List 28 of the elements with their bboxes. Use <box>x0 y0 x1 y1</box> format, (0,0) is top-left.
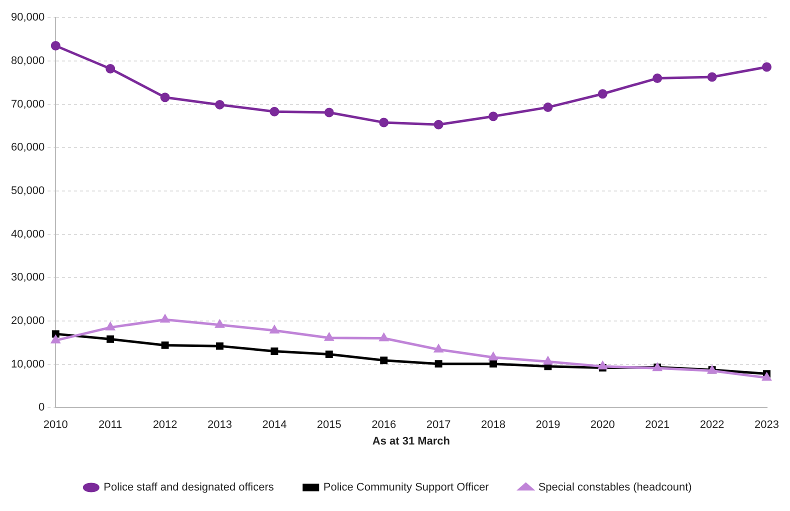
x-tick-label: 2014 <box>262 419 287 432</box>
x-tick-label: 2023 <box>754 419 780 432</box>
x-tick-label: 2019 <box>536 419 560 432</box>
x-axis-title: As at 31 March <box>372 435 450 448</box>
x-tick-label: 2018 <box>481 419 506 432</box>
y-tick-label: 20,000 <box>10 314 45 327</box>
legend-label: Special constables (headcount) <box>538 482 692 494</box>
y-tick-label: 10,000 <box>10 358 45 370</box>
legend-label: Police staff and designated officers <box>104 482 274 494</box>
x-tick-label: 2015 <box>316 419 342 432</box>
x-tick-label: 2022 <box>700 419 724 432</box>
x-tick-label: 2010 <box>43 419 68 432</box>
x-tick-label: 2020 <box>590 419 615 432</box>
x-tick-label: 2013 <box>208 419 232 432</box>
y-tick-label: 70,000 <box>10 98 45 110</box>
y-tick-label: 50,000 <box>10 184 45 197</box>
y-tick-label: 30,000 <box>10 272 45 284</box>
x-tick-label: 2011 <box>98 419 122 432</box>
y-tick-label: 0 <box>38 402 45 414</box>
legend-label: Police Community Support Officer <box>323 482 490 494</box>
x-tick-label: 2021 <box>645 419 670 432</box>
y-tick-label: 90,000 <box>10 12 45 24</box>
x-tick-label: 2012 <box>152 419 178 432</box>
x-tick-label: 2017 <box>426 419 451 432</box>
x-tick-label: 2016 <box>372 419 396 432</box>
y-tick-label: 60,000 <box>10 142 45 154</box>
y-tick-label: 80,000 <box>10 54 45 67</box>
y-tick-label: 40,000 <box>10 228 45 240</box>
